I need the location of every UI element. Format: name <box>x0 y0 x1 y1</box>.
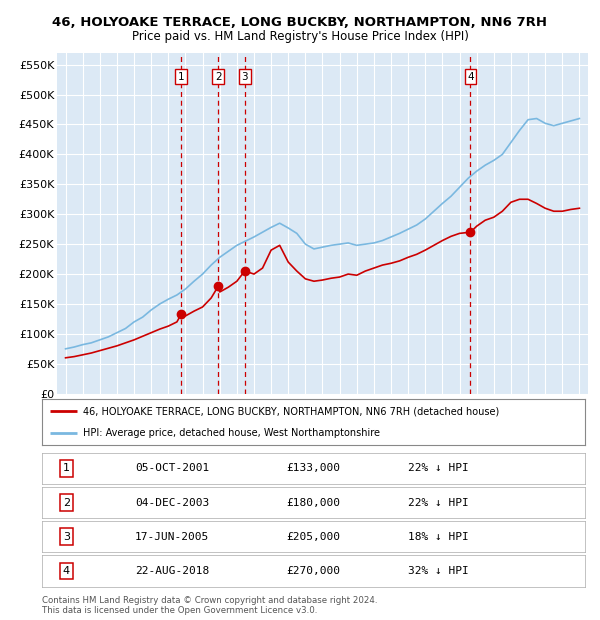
Text: 04-DEC-2003: 04-DEC-2003 <box>135 497 209 508</box>
Text: 2: 2 <box>215 72 221 82</box>
Text: 22% ↓ HPI: 22% ↓ HPI <box>408 463 469 474</box>
Text: 22% ↓ HPI: 22% ↓ HPI <box>408 497 469 508</box>
Text: 46, HOLYOAKE TERRACE, LONG BUCKBY, NORTHAMPTON, NN6 7RH (detached house): 46, HOLYOAKE TERRACE, LONG BUCKBY, NORTH… <box>83 406 499 416</box>
Text: 18% ↓ HPI: 18% ↓ HPI <box>408 531 469 542</box>
Text: 22-AUG-2018: 22-AUG-2018 <box>135 565 209 576</box>
Text: 3: 3 <box>241 72 248 82</box>
Text: 2: 2 <box>63 497 70 508</box>
Text: 4: 4 <box>63 565 70 576</box>
Text: £180,000: £180,000 <box>287 497 341 508</box>
Text: 1: 1 <box>63 463 70 474</box>
Text: £205,000: £205,000 <box>287 531 341 542</box>
Text: Price paid vs. HM Land Registry's House Price Index (HPI): Price paid vs. HM Land Registry's House … <box>131 30 469 43</box>
Text: 46, HOLYOAKE TERRACE, LONG BUCKBY, NORTHAMPTON, NN6 7RH: 46, HOLYOAKE TERRACE, LONG BUCKBY, NORTH… <box>53 16 548 29</box>
Text: Contains HM Land Registry data © Crown copyright and database right 2024.
This d: Contains HM Land Registry data © Crown c… <box>42 596 377 615</box>
Text: £270,000: £270,000 <box>287 565 341 576</box>
Text: 17-JUN-2005: 17-JUN-2005 <box>135 531 209 542</box>
Text: HPI: Average price, detached house, West Northamptonshire: HPI: Average price, detached house, West… <box>83 428 380 438</box>
Text: £133,000: £133,000 <box>287 463 341 474</box>
Text: 3: 3 <box>63 531 70 542</box>
Text: 4: 4 <box>467 72 474 82</box>
Text: 32% ↓ HPI: 32% ↓ HPI <box>408 565 469 576</box>
Text: 05-OCT-2001: 05-OCT-2001 <box>135 463 209 474</box>
Text: 1: 1 <box>178 72 184 82</box>
